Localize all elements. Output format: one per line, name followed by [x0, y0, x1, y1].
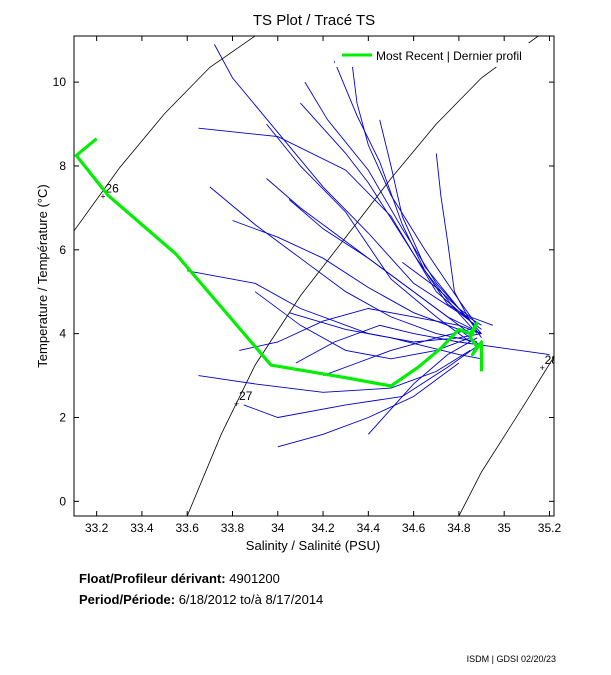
- chart-title: TS Plot / Tracé TS: [253, 12, 375, 29]
- float-info: Float/Profileur dérivant: 4901200: [79, 571, 280, 586]
- x-tick-label: 34.8: [447, 521, 471, 535]
- profile-line-0: [214, 44, 482, 330]
- y-tick-label: 0: [59, 494, 66, 508]
- density-contour-27: [186, 36, 539, 516]
- profile-line-20: [288, 199, 482, 335]
- profile-line-18: [402, 262, 494, 326]
- profile-line-11: [277, 362, 460, 448]
- density-contour-28: [458, 356, 554, 516]
- profile-line-19: [435, 153, 471, 322]
- legend: Most Recent | Dernier profil: [335, 43, 553, 67]
- y-tick-label: 6: [59, 243, 66, 257]
- profile-line-7: [232, 220, 482, 347]
- density-label-26: 26: [105, 181, 119, 195]
- x-tick-label: 33.4: [130, 521, 154, 535]
- profile-line-14: [379, 119, 482, 334]
- plot-frame: [73, 35, 555, 517]
- x-axis-label: Salinity / Salinité (PSU): [246, 538, 380, 553]
- x-tick-label: 34.6: [402, 521, 426, 535]
- density-tick-28: +: [540, 363, 545, 373]
- period-label: Period/Période:: [79, 592, 176, 607]
- x-tick-label: 34.4: [357, 521, 381, 535]
- x-tick-label: 34.2: [311, 521, 335, 535]
- density-tick-27: +: [234, 399, 239, 409]
- y-tick-label: 10: [53, 75, 67, 89]
- x-tick-label: 33.6: [176, 521, 200, 535]
- x-tick-label: 35: [498, 521, 512, 535]
- footer-credit: ISDM | GDSI 02/20/23: [466, 654, 556, 664]
- profile-line-17: [209, 186, 478, 343]
- profile-line-10: [243, 345, 478, 418]
- profile-line-22: [239, 308, 482, 351]
- profile-line-3: [266, 123, 471, 343]
- float-value: 4901200: [229, 571, 280, 586]
- x-tick-label: 33.2: [85, 521, 109, 535]
- density-label-28: 28: [545, 353, 559, 367]
- x-tick-label: 35.2: [538, 521, 562, 535]
- profile-line-9: [198, 350, 471, 393]
- legend-label: Most Recent | Dernier profil: [376, 49, 522, 63]
- most-recent-profile-line: [74, 137, 484, 388]
- profile-line-2: [333, 61, 478, 334]
- density-label-27: 27: [239, 389, 253, 403]
- profile-line-1: [198, 127, 482, 339]
- float-label: Float/Profileur dérivant:: [79, 571, 226, 586]
- period-info: Period/Période: 6/18/2012 to/à 8/17/2014: [79, 592, 323, 607]
- x-tick-label: 33.8: [221, 521, 245, 535]
- profile-line-21: [322, 328, 471, 377]
- profile-line-6: [304, 81, 471, 322]
- profile-line-4: [300, 102, 482, 326]
- profile-line-23: [288, 312, 482, 360]
- y-tick-label: 2: [59, 410, 66, 424]
- y-tick-label: 8: [59, 159, 66, 173]
- x-tick-label: 34: [271, 521, 285, 535]
- y-tick-label: 4: [59, 327, 66, 341]
- period-value: 6/18/2012 to/à 8/17/2014: [178, 592, 324, 607]
- y-axis-label: Temperature / Température (°C): [35, 184, 50, 367]
- density-tick-26: +: [100, 191, 105, 201]
- profile-line-12: [367, 337, 478, 435]
